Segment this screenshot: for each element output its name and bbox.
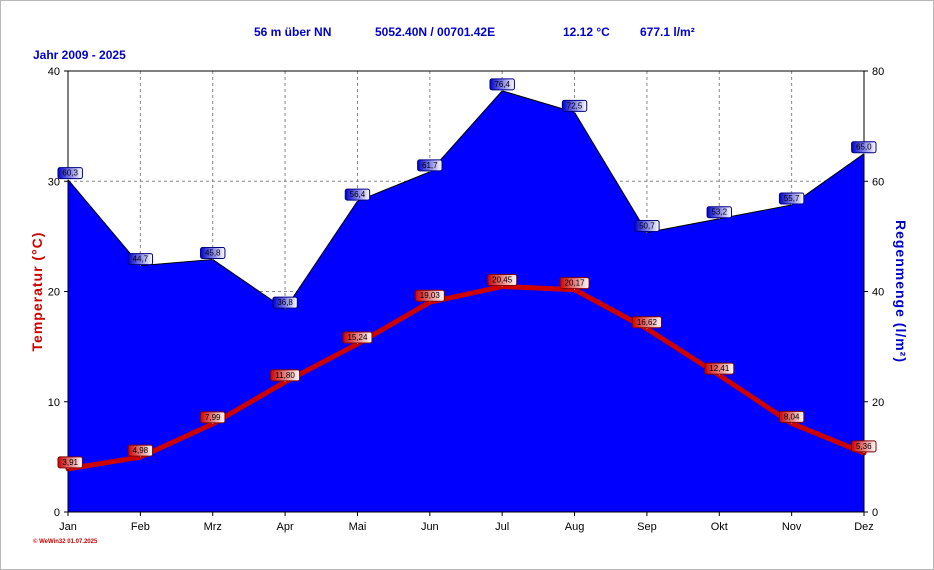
y-tick-label-right: 60: [872, 176, 884, 188]
precipitation-data-label-box: [778, 192, 805, 205]
precipitation-data-label: 50,7: [639, 222, 655, 231]
precipitation-data-label-box: [851, 141, 877, 154]
precipitation-data-label: 45,8: [205, 249, 221, 258]
temperature-data-label-box: [342, 331, 373, 344]
temperature-data-label-box: [778, 410, 805, 423]
coordinates-label: 5052.40N / 00701.42E: [375, 25, 496, 39]
precipitation-data-label-box: [200, 247, 226, 260]
y-tick-label-left: 0: [54, 507, 60, 519]
y-tick-label-left: 30: [48, 176, 60, 188]
x-tick-label: Aug: [565, 521, 585, 533]
temperature-data-label-box: [127, 444, 154, 457]
precipitation-data-label-box: [57, 167, 83, 180]
precipitation-data-label: 53,2: [711, 208, 727, 217]
precipitation-data-label: 72,5: [567, 101, 583, 110]
temperature-data-label-box: [270, 369, 301, 382]
temperature-data-label-box: [414, 289, 445, 302]
x-tick-label: Jun: [421, 521, 439, 533]
temperature-data-label: 8,04: [784, 412, 800, 421]
x-tick-label: Okt: [711, 521, 728, 533]
precipitation-data-label: 44,7: [133, 255, 149, 264]
total-precipitation-label: 677.1 l/m²: [640, 25, 695, 39]
precipitation-data-label: 61,7: [422, 161, 438, 170]
precipitation-data-label: 60,3: [62, 169, 78, 178]
precipitation-data-label-box: [417, 159, 443, 172]
temperature-data-label: 20,17: [565, 279, 586, 288]
temperature-data-label: 5,36: [856, 442, 872, 451]
temperature-data-label: 12,41: [709, 364, 730, 373]
temperature-data-label: 20,45: [492, 276, 513, 285]
precipitation-data-label: 36,8: [277, 298, 293, 307]
x-tick-label: Sep: [637, 521, 657, 533]
x-tick-label: Feb: [131, 521, 150, 533]
y-tick-label-left: 10: [48, 397, 60, 409]
temperature-data-label-box: [704, 362, 735, 375]
temperature-data-label-box: [200, 411, 226, 424]
precipitation-data-label-box: [272, 296, 298, 309]
y-axis-title-left: Temperatur (°C): [29, 232, 45, 352]
precipitation-data-label: 56,4: [350, 190, 366, 199]
y-tick-label-left: 40: [48, 66, 60, 78]
precipitation-data-label-box: [489, 78, 515, 91]
temperature-data-label-box: [851, 440, 877, 453]
elevation-label: 56 m über NN: [254, 25, 332, 39]
x-tick-label: Dez: [854, 521, 874, 533]
copyright-label: © WeWin32 01.07.2025: [33, 539, 98, 545]
x-tick-label: Jan: [59, 521, 77, 533]
temperature-data-label: 4,98: [133, 446, 149, 455]
y-tick-label-right: 40: [872, 287, 884, 299]
precipitation-data-label-box: [706, 206, 732, 219]
precipitation-data-label-box: [344, 188, 371, 201]
temperature-data-label-box: [487, 274, 518, 287]
precipitation-data-label-box: [634, 220, 660, 233]
precipitation-data-label-box: [127, 253, 154, 266]
temperature-data-label-box: [57, 456, 83, 469]
precipitation-data-label: 65,0: [856, 143, 872, 152]
temperature-data-label: 19,03: [420, 291, 441, 300]
temperature-data-label: 15,24: [347, 333, 368, 342]
temperature-line: [65, 284, 867, 472]
x-tick-label: Mrz: [204, 521, 222, 533]
temperature-data-label: 11,80: [275, 371, 295, 380]
temperature-data-label-box: [631, 316, 662, 329]
precipitation-data-label: 55,7: [784, 194, 800, 203]
y-tick-label-right: 20: [872, 397, 884, 409]
temperature-data-label: 3,91: [62, 458, 78, 467]
y-tick-label-right: 80: [872, 66, 884, 78]
y-tick-label-right: 0: [872, 507, 878, 519]
y-axis-title-right: Regenmenge (l/m²): [893, 220, 909, 363]
precipitation-data-label-box: [561, 99, 588, 112]
x-tick-label: Jul: [495, 521, 509, 533]
x-tick-label: Nov: [782, 521, 802, 533]
temperature-data-label-box: [559, 277, 590, 290]
temperature-data-label: 7,99: [205, 413, 221, 422]
y-tick-label-left: 20: [48, 287, 60, 299]
mean-temperature-label: 12.12 °C: [563, 25, 610, 39]
x-tick-label: Mai: [349, 521, 367, 533]
x-tick-label: Apr: [277, 521, 294, 533]
temperature-data-label: 16,62: [637, 318, 658, 327]
precipitation-data-label: 76,4: [494, 80, 510, 89]
period-label: Jahr 2009 - 2025: [33, 48, 126, 62]
